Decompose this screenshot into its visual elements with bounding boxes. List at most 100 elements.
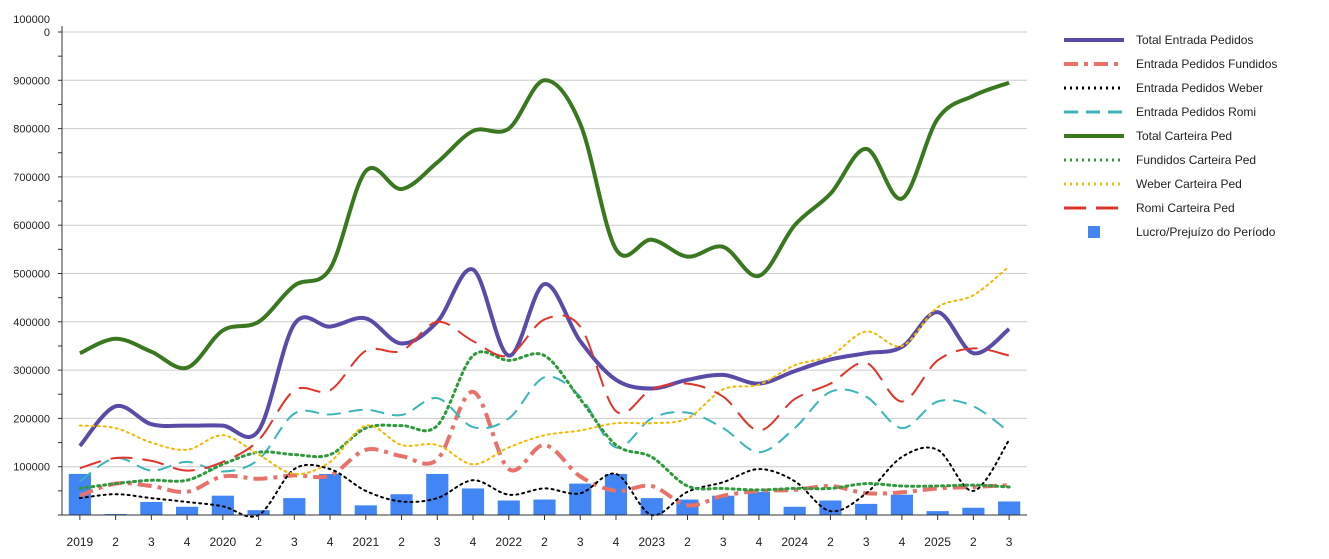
y-tick-label: 600000: [13, 220, 50, 232]
legend-swatch: [1062, 83, 1126, 93]
x-axis-tick-labels: 2019 2 3 4 2020 2 3 4 2021 2 3 4 2022 2 3 4 2023 2 3 4 2024 2…: [67, 535, 1013, 549]
bar-lucro-prejuizo: [998, 501, 1021, 515]
x-tick-label: 3: [863, 535, 870, 549]
x-tick-label: 4: [756, 535, 763, 549]
bar-lucro-prejuizo: [461, 488, 485, 515]
y-tick-label: 700000: [13, 172, 50, 184]
x-tick-label: 2022: [495, 535, 522, 549]
bar-lucro-prejuizo: [426, 473, 449, 515]
bar-series: [68, 473, 1021, 515]
line-series: [78, 78, 1011, 518]
legend-label: Total Carteira Ped: [1136, 129, 1233, 143]
bar-lucro-prejuizo: [390, 494, 413, 515]
legend-swatch: [1062, 131, 1126, 141]
legend-label: Total Entrada Pedidos: [1136, 33, 1254, 47]
bar-lucro-prejuizo: [962, 507, 985, 515]
x-tick-label: 4: [184, 535, 191, 549]
x-tick-label: 2020: [209, 535, 236, 549]
x-tick-label: 4: [327, 535, 334, 549]
x-tick-label: 3: [577, 535, 584, 549]
legend-item: Entrada Pedidos Romi: [1062, 100, 1322, 124]
bar-lucro-prejuizo: [176, 506, 199, 515]
x-tick-label: 2: [970, 535, 977, 549]
bar-lucro-prejuizo: [712, 495, 735, 515]
y-tick-label: 800000: [13, 124, 50, 136]
bar-lucro-prejuizo: [247, 510, 270, 515]
bar-lucro-prejuizo: [140, 501, 163, 515]
x-tick-label: 2: [398, 535, 405, 549]
x-tick-label: 4: [899, 535, 906, 549]
legend-label: Romi Carteira Ped: [1136, 201, 1235, 215]
axes: [58, 26, 1027, 520]
bar-lucro-prejuizo: [747, 491, 771, 515]
x-tick-label: 2: [255, 535, 262, 549]
bar-lucro-prejuizo: [569, 483, 592, 515]
series-line-1: [79, 389, 1010, 508]
bar-lucro-prejuizo: [890, 494, 913, 515]
gridlines: [62, 31, 1027, 468]
y-tick-label: 100000: [13, 462, 50, 474]
bar-lucro-prejuizo: [283, 498, 306, 515]
series-line-5: [78, 350, 1011, 492]
legend-label: Lucro/Prejuízo do Período: [1136, 225, 1276, 239]
x-tick-label: 3: [720, 535, 727, 549]
series-line-0: [78, 267, 1011, 448]
legend-swatch: [1062, 179, 1126, 189]
legend-label: Entrada Pedidos Weber: [1136, 81, 1264, 95]
series-line-6: [78, 265, 1011, 476]
series-line-4: [79, 78, 1010, 371]
x-tick-label: 2: [541, 535, 548, 549]
legend-label: Entrada Pedidos Romi: [1136, 105, 1257, 119]
legend-swatch: [1062, 59, 1126, 69]
bar-lucro-prejuizo: [318, 473, 342, 515]
bar-lucro-prejuizo: [533, 499, 556, 515]
legend-item: Total Carteira Ped: [1062, 124, 1322, 148]
x-tick-label: 2021: [352, 535, 379, 549]
x-tick-label: 3: [291, 535, 298, 549]
y-tick-label: 500000: [13, 269, 50, 281]
x-tick-label: 2: [684, 535, 691, 549]
x-tick-label: 2: [827, 535, 834, 549]
legend-swatch: [1062, 226, 1126, 238]
series-line-3: [79, 375, 1010, 483]
y-tick-label: 900000: [13, 75, 50, 87]
legend-item: Lucro/Prejuízo do Período: [1062, 220, 1322, 244]
series-line-2: [78, 439, 1011, 518]
legend-item: Fundidos Carteira Ped: [1062, 148, 1322, 172]
legend-swatch: [1062, 155, 1126, 165]
bar-lucro-prejuizo: [354, 505, 377, 515]
y-tick-label: 200000: [13, 413, 50, 425]
bar-lucro-prejuizo: [855, 503, 878, 515]
legend-label: Entrada Pedidos Fundidos: [1136, 57, 1278, 71]
legend: Total Entrada Pedidos Entrada Pedidos Fun…: [1062, 28, 1322, 244]
x-tick-label: 3: [148, 535, 155, 549]
bar-lucro-prejuizo: [819, 500, 842, 515]
x-tick-label: 2019: [67, 535, 94, 549]
x-tick-label: 2025: [924, 535, 951, 549]
bar-lucro-prejuizo: [640, 498, 663, 515]
series-line-7: [79, 314, 1010, 472]
legend-label: Weber Carteira Ped: [1136, 177, 1242, 191]
legend-label: Fundidos Carteira Ped: [1136, 153, 1257, 167]
bar-lucro-prejuizo: [604, 473, 628, 515]
y-tick-label: 300000: [13, 365, 50, 377]
x-tick-label: 4: [613, 535, 620, 549]
x-tick-label: 4: [470, 535, 477, 549]
x-tick-label: 2023: [638, 535, 665, 549]
legend-item: Romi Carteira Ped: [1062, 196, 1322, 220]
x-tick-label: 2: [112, 535, 119, 549]
bar-lucro-prejuizo: [783, 506, 806, 515]
legend-swatch: [1062, 35, 1126, 45]
x-tick-label: 3: [1006, 535, 1013, 549]
x-tick-label: 3: [434, 535, 441, 549]
y-axis-tick-labels: 100000 200000 300000 400000 500000 600000 7000…: [13, 14, 50, 474]
legend-swatch: [1062, 203, 1126, 213]
legend-item: Entrada Pedidos Weber: [1062, 76, 1322, 100]
x-tick-label: 2024: [781, 535, 808, 549]
legend-swatch: [1062, 107, 1126, 117]
y-tick-label: 400000: [13, 317, 50, 329]
legend-item: Entrada Pedidos Fundidos: [1062, 52, 1322, 76]
legend-item: Weber Carteira Ped: [1062, 172, 1322, 196]
bar-lucro-prejuizo: [497, 500, 520, 515]
